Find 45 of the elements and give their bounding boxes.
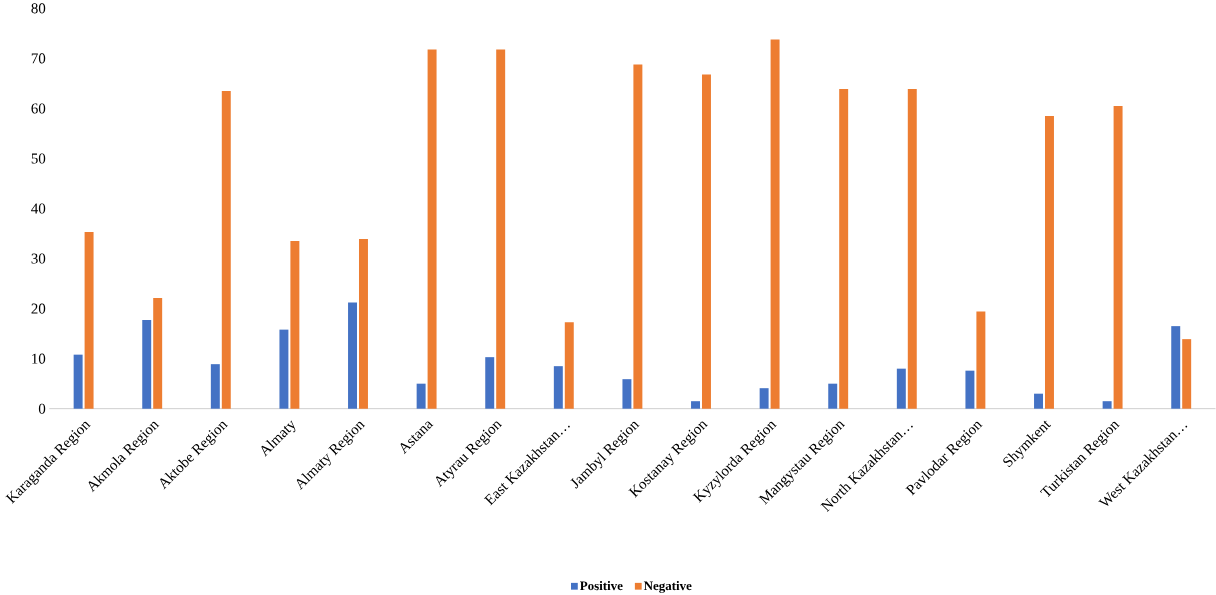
y-tick-label: 70	[31, 53, 46, 64]
bar	[770, 39, 780, 409]
bar	[1102, 400, 1112, 409]
bar	[427, 49, 437, 409]
bar	[221, 90, 231, 409]
bar	[1182, 338, 1192, 409]
bar	[416, 383, 426, 409]
bar	[359, 238, 368, 409]
y-tick-label: 60	[31, 103, 46, 114]
y-tick-label: 20	[31, 303, 46, 314]
bar	[485, 356, 495, 409]
y-tick-label: 40	[31, 203, 46, 214]
bar	[759, 387, 769, 409]
bar	[633, 64, 643, 409]
bar	[496, 49, 506, 409]
bar	[1034, 393, 1044, 409]
bar	[965, 370, 975, 409]
bar	[564, 321, 574, 409]
bar	[896, 368, 906, 409]
bar	[839, 88, 849, 409]
bar	[622, 378, 632, 409]
bar	[1113, 105, 1123, 409]
y-tick-label: 50	[31, 153, 46, 164]
bar	[84, 231, 94, 409]
bar	[1045, 115, 1054, 409]
bar	[907, 88, 917, 409]
bar	[142, 319, 152, 409]
bar	[976, 311, 986, 409]
bar	[553, 365, 563, 409]
bar	[348, 302, 358, 409]
bar	[1171, 325, 1181, 409]
bar	[691, 400, 701, 409]
y-tick-label: 0	[38, 403, 46, 414]
bar	[702, 74, 711, 409]
bar	[153, 297, 163, 409]
y-tick-label: 80	[31, 3, 46, 14]
bar	[73, 354, 83, 409]
legend-label: Negative	[643, 580, 692, 593]
bar	[279, 329, 289, 409]
bar	[290, 240, 300, 409]
bar	[828, 383, 838, 409]
legend-label: Positive	[579, 580, 623, 590]
y-tick-label: 30	[31, 253, 46, 264]
bar	[210, 363, 220, 409]
y-tick-label: 10	[32, 353, 46, 364]
